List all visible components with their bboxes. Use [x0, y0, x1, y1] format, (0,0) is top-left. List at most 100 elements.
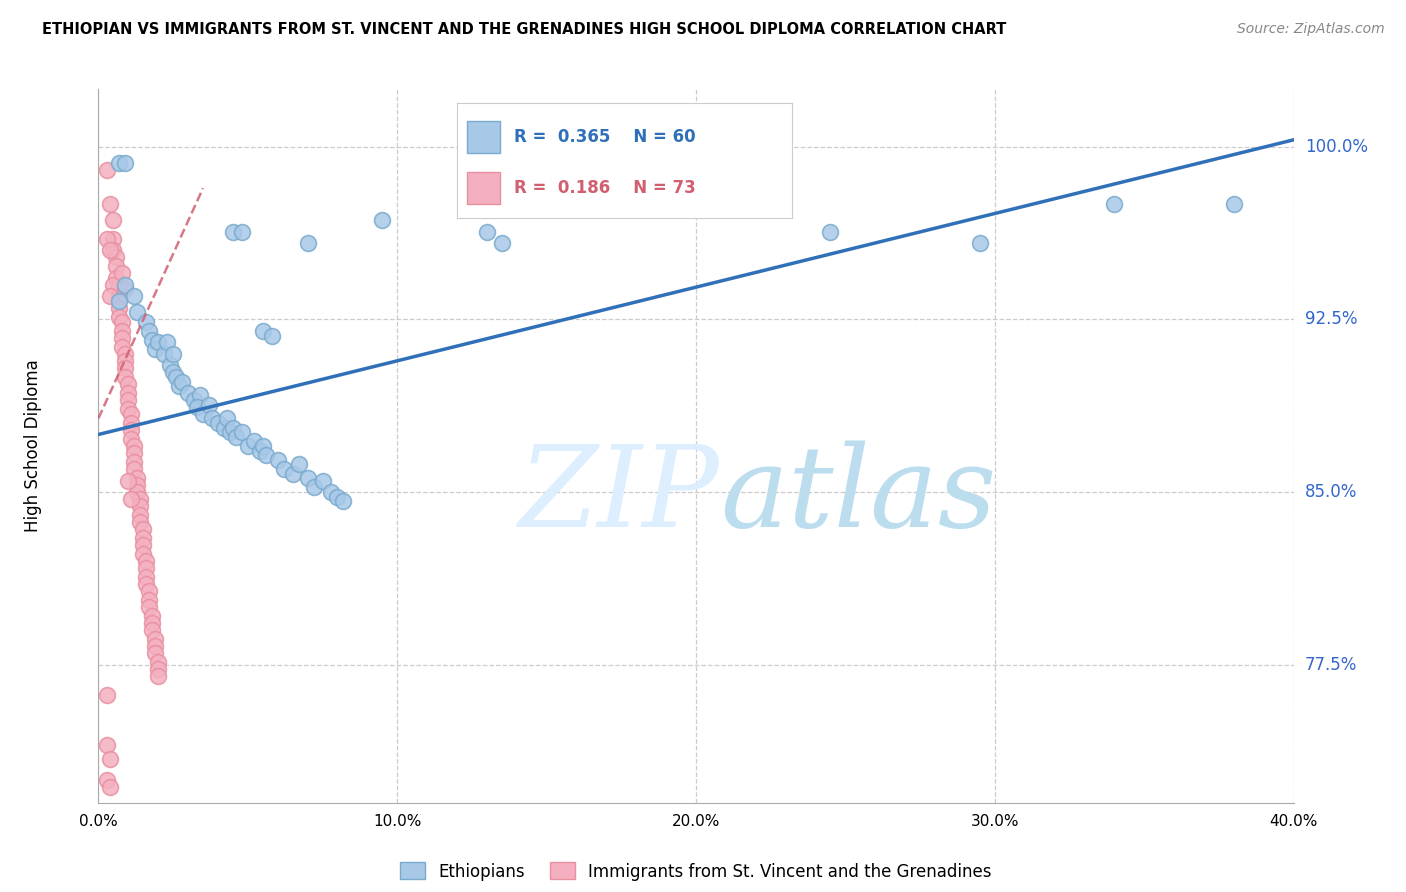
Point: [114, 347, 136, 361]
Point: [311, 474, 333, 488]
Point: [117, 392, 139, 407]
Point: [143, 646, 166, 660]
Text: atlas: atlas: [720, 441, 997, 551]
Point: [267, 452, 290, 467]
Point: [138, 600, 160, 615]
Point: [141, 623, 163, 637]
Point: [191, 407, 214, 421]
Text: Source: ZipAtlas.com: Source: ZipAtlas.com: [1237, 22, 1385, 37]
Point: [162, 365, 184, 379]
Point: [222, 225, 245, 239]
Point: [111, 340, 134, 354]
Point: [108, 289, 131, 303]
Point: [321, 485, 343, 500]
Point: [103, 244, 125, 258]
Point: [108, 156, 131, 170]
Point: [148, 335, 170, 350]
Point: [98, 752, 122, 766]
Point: [212, 420, 235, 434]
Point: [156, 335, 179, 350]
Point: [111, 315, 134, 329]
Point: [287, 458, 309, 472]
Point: [120, 407, 142, 421]
Point: [141, 333, 163, 347]
Text: ETHIOPIAN VS IMMIGRANTS FROM ST. VINCENT AND THE GRENADINES HIGH SCHOOL DIPLOMA : ETHIOPIAN VS IMMIGRANTS FROM ST. VINCENT…: [42, 22, 1007, 37]
Point: [198, 398, 221, 412]
Point: [148, 656, 170, 670]
Point: [143, 632, 166, 647]
Point: [969, 236, 991, 251]
Point: [302, 480, 325, 494]
Point: [108, 301, 131, 315]
Point: [124, 446, 146, 460]
Point: [98, 197, 122, 211]
Text: 77.5%: 77.5%: [1305, 656, 1357, 673]
Text: 40.0%: 40.0%: [1270, 814, 1317, 829]
Point: [153, 347, 176, 361]
Point: [141, 616, 163, 631]
Point: [132, 538, 155, 552]
Point: [172, 375, 194, 389]
Point: [127, 485, 149, 500]
Point: [114, 360, 136, 375]
Point: [117, 474, 139, 488]
Point: [124, 462, 146, 476]
Point: [297, 471, 319, 485]
Point: [143, 640, 166, 654]
Text: 92.5%: 92.5%: [1305, 310, 1357, 328]
Point: [215, 411, 238, 425]
Point: [111, 266, 134, 280]
Point: [117, 386, 139, 401]
Text: 0.0%: 0.0%: [79, 814, 118, 829]
Point: [138, 324, 160, 338]
Point: [132, 531, 155, 545]
Point: [96, 738, 118, 752]
Point: [96, 232, 118, 246]
Point: [332, 494, 354, 508]
Point: [120, 416, 142, 430]
Point: [143, 343, 166, 357]
Point: [186, 400, 208, 414]
Point: [120, 432, 142, 446]
Text: 10.0%: 10.0%: [373, 814, 422, 829]
Text: 85.0%: 85.0%: [1305, 483, 1357, 501]
Point: [159, 359, 181, 373]
Point: [132, 547, 155, 561]
Point: [231, 225, 253, 239]
Point: [135, 315, 157, 329]
Point: [135, 554, 157, 568]
Point: [141, 609, 163, 624]
Point: [219, 425, 242, 440]
Point: [148, 669, 170, 683]
Point: [820, 225, 842, 239]
Text: 30.0%: 30.0%: [970, 814, 1019, 829]
Text: 100.0%: 100.0%: [1305, 137, 1368, 156]
Point: [252, 439, 274, 453]
Point: [188, 388, 211, 402]
Point: [138, 584, 160, 599]
Point: [127, 471, 149, 485]
Point: [1104, 197, 1126, 211]
Point: [98, 289, 122, 303]
Point: [127, 478, 149, 492]
Point: [120, 423, 142, 437]
Point: [138, 593, 160, 607]
Point: [103, 232, 125, 246]
Point: [98, 244, 122, 258]
Point: [105, 260, 128, 274]
Point: [129, 491, 152, 506]
Point: [297, 236, 319, 251]
Point: [117, 402, 139, 417]
Point: [201, 411, 224, 425]
Point: [120, 491, 142, 506]
Point: [231, 425, 253, 440]
Point: [326, 490, 349, 504]
Point: [243, 434, 266, 449]
Point: [491, 236, 513, 251]
Point: [117, 376, 139, 391]
Point: [124, 455, 146, 469]
Point: [111, 324, 134, 338]
Point: [98, 780, 122, 794]
Point: [129, 515, 152, 529]
Point: [207, 416, 229, 430]
